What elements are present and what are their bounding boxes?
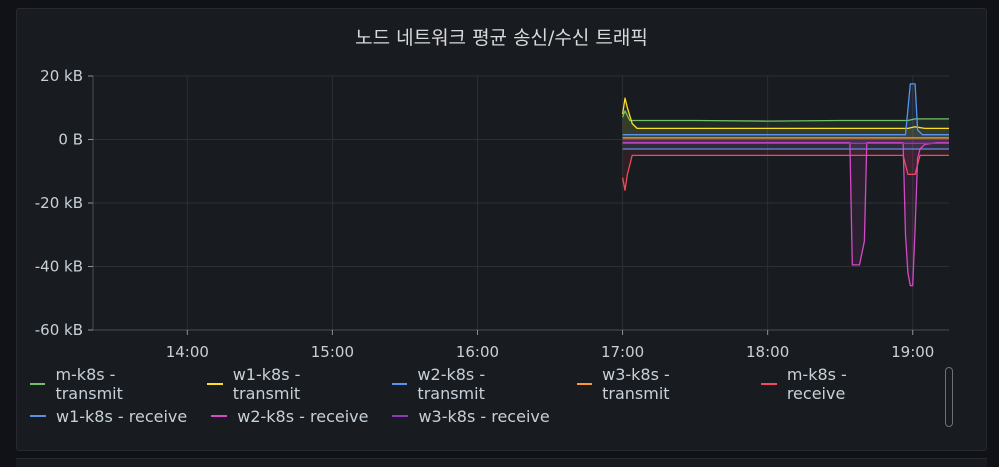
x-tick-label: 16:00: [456, 343, 499, 361]
legend-swatch: [30, 415, 46, 417]
x-tick-label: 17:00: [601, 343, 644, 361]
legend-item[interactable]: w3-k8s - transmit: [576, 365, 738, 403]
legend-swatch: [30, 383, 46, 385]
series-fill-6: [622, 139, 949, 286]
x-tick-label: 19:00: [891, 343, 934, 361]
series-fills: [622, 83, 949, 286]
y-tick-label: -20 kB: [35, 194, 83, 212]
legend-label: w3-k8s - transmit: [602, 365, 670, 403]
chart-grid: [92, 75, 949, 331]
y-tick-label: 20 kB: [40, 67, 83, 85]
x-tick-label: 15:00: [311, 343, 354, 361]
legend-swatch: [211, 415, 228, 417]
next-panel-edge: [16, 458, 987, 467]
x-axis: 14:00 15:00 16:00 17:00 18:00 19:00: [166, 330, 934, 361]
legend-swatch: [392, 415, 409, 417]
series-line-4: [621, 154, 949, 191]
legend-item[interactable]: w2-k8s - transmit: [391, 365, 553, 403]
legend-swatch: [207, 383, 223, 385]
panel-title[interactable]: 노드 네트워크 평균 송신/수신 트래픽: [355, 27, 648, 49]
legend-row: m-k8s - transmit w1-k8s - transmit w2-k8s …: [30, 365, 930, 403]
legend-item[interactable]: w1-k8s - transmit: [207, 365, 368, 403]
chart-legend: m-k8s - transmit w1-k8s - transmit w2-k8s …: [30, 365, 930, 432]
legend-scrollbar[interactable]: [945, 367, 953, 427]
legend-label: w3-k8s - receive: [418, 406, 550, 426]
legend-row: w1-k8s - receive w2-k8s - receive w3-k8s -…: [30, 400, 930, 432]
y-axis: 20 kB 0 B -20 kB -40 kB -60 kB: [35, 67, 93, 339]
legend-item[interactable]: m-k8s - transmit: [30, 365, 183, 403]
legend-label: m-k8s - transmit: [55, 365, 123, 403]
legend-item[interactable]: w3-k8s - receive: [392, 406, 550, 426]
series-fill-2: [622, 83, 949, 140]
legend-label: w2-k8s - transmit: [417, 365, 486, 403]
legend-item[interactable]: m-k8s - receive: [761, 365, 906, 403]
graph-panel: 노드 네트워크 평균 송신/수신 트래픽: [16, 8, 987, 451]
legend-swatch: [576, 383, 593, 385]
legend-label: w1-k8s - transmit: [232, 365, 301, 403]
x-tick-label: 18:00: [746, 343, 789, 361]
y-tick-label: 0 B: [58, 131, 83, 149]
series-line-1: [621, 97, 949, 130]
y-tick-label: -60 kB: [35, 321, 83, 339]
legend-swatch: [761, 383, 777, 385]
y-tick-label: -40 kB: [35, 258, 83, 276]
legend-item[interactable]: w1-k8s - receive: [30, 407, 187, 426]
legend-item[interactable]: w2-k8s - receive: [211, 407, 368, 426]
legend-label: m-k8s - receive: [786, 365, 847, 403]
legend-swatch: [391, 383, 408, 385]
series-fill-5: [622, 139, 949, 149]
legend-label: w1-k8s - receive: [56, 406, 188, 426]
series-lines: [621, 83, 949, 287]
series-fill-0: [622, 110, 949, 140]
series-line-0: [621, 110, 949, 122]
series-line-6: [622, 142, 949, 287]
legend-label: w2-k8s - receive: [237, 406, 369, 426]
series-fill-4: [622, 139, 949, 191]
x-tick-label: 14:00: [166, 343, 209, 361]
series-line-2: [622, 83, 949, 136]
series-fill-1: [622, 98, 949, 140]
